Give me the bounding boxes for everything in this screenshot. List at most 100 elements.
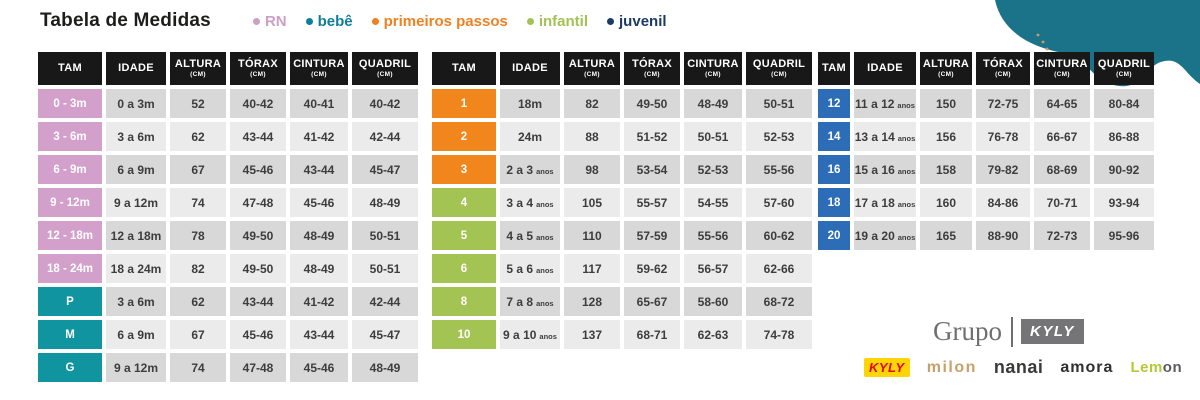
nanai-brand-logo: nanai [993, 357, 1044, 377]
legend-label: juvenil [619, 12, 667, 30]
column-header-quadril: QUADRIL (CM) [352, 52, 418, 85]
idade-value: 15 a 16 [854, 162, 895, 177]
column-header-torax: TÓRAX (CM) [624, 52, 680, 85]
idade-unit: anos [536, 166, 554, 176]
altura-cell: 105 [564, 188, 620, 217]
idade-cell: 17 a 18 anos [854, 188, 916, 217]
torax-cell: 57-59 [624, 221, 680, 250]
legend-dot [252, 17, 260, 25]
logo-divider [1011, 316, 1013, 347]
column-header-label: ALTURA [922, 57, 970, 70]
idade-cell: 24m [500, 122, 560, 151]
altura-cell: 158 [920, 155, 972, 184]
cintura-cell: 48-49 [290, 221, 348, 250]
torax-cell: 45-46 [230, 155, 286, 184]
quadril-cell: 48-49 [352, 353, 418, 382]
idade-value: 11 a 12 [855, 96, 895, 111]
idade-cell: 3 a 6m [106, 287, 166, 316]
amora-brand-logo: amora [1060, 358, 1114, 376]
idade-cell: 18 a 24m [106, 254, 166, 283]
idade-unit: anos [897, 100, 915, 110]
torax-cell: 51-52 [624, 122, 680, 151]
legend-item: juvenil [607, 13, 667, 30]
quadril-cell: 52-53 [746, 122, 812, 151]
column-header-torax: TÓRAX (CM) [230, 52, 286, 85]
altura-cell: 67 [170, 155, 226, 184]
altura-cell: 74 [170, 353, 226, 382]
idade-cell: 9 a 12m [106, 353, 166, 382]
torax-cell: 43-44 [230, 122, 286, 151]
column-header-tam: TAM [818, 52, 850, 85]
quadril-cell: 86-88 [1094, 122, 1154, 151]
size-table-juvenil: TAM IDADE ALTURA (CM) TÓRAX (CM) CINTURA (CM) QU… [818, 52, 1154, 250]
torax-cell: 72-75 [976, 89, 1030, 118]
quadril-cell: 45-47 [352, 320, 418, 349]
column-header-label: ALTURA [568, 57, 616, 70]
idade-value: 13 a 14 [854, 129, 895, 144]
column-header-unit: (CM) [938, 70, 954, 78]
legend-label: infantil [538, 12, 589, 30]
cintura-cell: 52-53 [684, 155, 742, 184]
column-header-label: QUADRIL [752, 57, 806, 70]
idade-value: 2 a 3 [506, 162, 534, 177]
torax-cell: 47-48 [230, 188, 286, 217]
cintura-cell: 45-46 [290, 353, 348, 382]
idade-cell: 15 a 16 anos [854, 155, 916, 184]
idade-cell: 12 a 18m [106, 221, 166, 250]
torax-cell: 59-62 [624, 254, 680, 283]
column-header-label: TÓRAX [632, 57, 672, 70]
quadril-cell: 50-51 [352, 254, 418, 283]
idade-value: 12 a 18m [110, 228, 162, 243]
cintura-cell: 72-73 [1034, 221, 1090, 250]
column-header-idade: IDADE [500, 52, 560, 85]
category-legend: RN bebê primeiros passos infantil juvenil [252, 12, 667, 30]
column-header-unit: (CM) [995, 70, 1011, 78]
legend-dot [371, 17, 379, 25]
idade-cell: 13 a 14 anos [854, 122, 916, 151]
column-header-unit: (CM) [584, 70, 600, 78]
torax-cell: 88-90 [976, 221, 1030, 250]
idade-value: 9 a 12m [113, 195, 159, 210]
column-header-label: IDADE [867, 62, 903, 74]
idade-unit: anos [897, 133, 916, 143]
idade-value: 6 a 9m [117, 162, 155, 177]
column-header-label: CINTURA [293, 57, 345, 70]
legend-item: RN [252, 13, 287, 30]
cintura-cell: 64-65 [1034, 89, 1090, 118]
idade-unit: anos [897, 166, 916, 176]
idade-value: 9 a 12m [113, 360, 159, 375]
column-header-tam: TAM [38, 52, 102, 85]
tam-cell: 14 [818, 122, 850, 151]
milon-brand-logo: milon [926, 358, 977, 376]
idade-cell: 6 a 9m [106, 320, 166, 349]
idade-cell: 4 a 5 anos [500, 221, 560, 250]
column-header-unit: (CM) [377, 70, 393, 78]
idade-cell: 11 a 12 anos [854, 89, 916, 118]
quadril-cell: 57-60 [746, 188, 812, 217]
column-header-label: ALTURA [174, 57, 222, 70]
legend-item: bebê [305, 13, 353, 30]
tam-cell: G [38, 353, 102, 382]
idade-unit: anos [536, 298, 554, 308]
column-header-label: TÓRAX [983, 57, 1023, 70]
tam-cell: 0 - 3m [38, 89, 102, 118]
idade-cell: 18m [500, 89, 560, 118]
altura-cell: 110 [564, 221, 620, 250]
quadril-cell: 80-84 [1094, 89, 1154, 118]
torax-cell: 49-50 [230, 221, 286, 250]
column-header-tam: TAM [432, 52, 496, 85]
quadril-cell: 48-49 [352, 188, 418, 217]
idade-value: 19 a 20 [854, 228, 895, 243]
idade-cell: 5 a 6 anos [500, 254, 560, 283]
torax-cell: 65-67 [624, 287, 680, 316]
cintura-cell: 45-46 [290, 188, 348, 217]
altura-cell: 62 [170, 122, 226, 151]
torax-cell: 49-50 [230, 254, 286, 283]
altura-cell: 98 [564, 155, 620, 184]
quadril-cell: 50-51 [352, 221, 418, 250]
quadril-cell: 74-78 [746, 320, 812, 349]
idade-value: 5 a 6 [506, 261, 534, 276]
torax-cell: 76-78 [976, 122, 1030, 151]
legend-dot [526, 17, 534, 25]
idade-value: 0 a 3m [117, 96, 155, 111]
